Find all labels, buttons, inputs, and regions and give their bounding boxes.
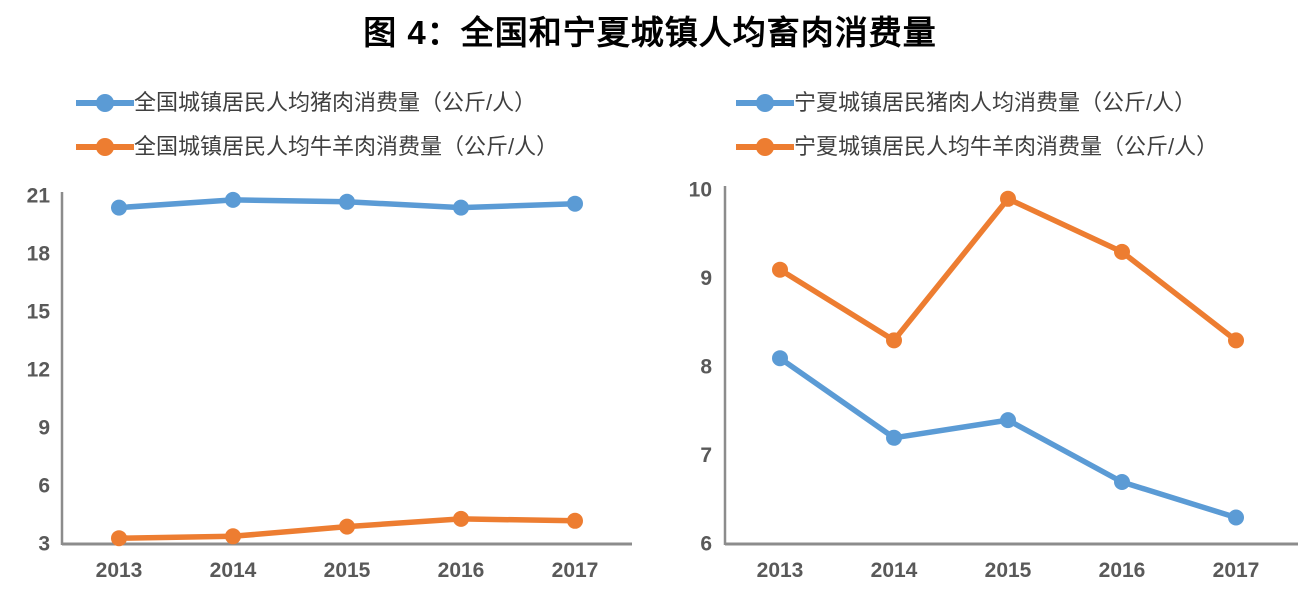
y-tick-label: 8: [700, 356, 712, 379]
data-point: [1000, 190, 1016, 207]
y-tick-label: 7: [700, 444, 712, 467]
series-line: [778, 196, 1238, 344]
data-point: [111, 530, 127, 547]
x-tick-label: 2015: [985, 559, 1032, 582]
data-point: [772, 261, 788, 278]
legend-label-national-beef-mutton: 全国城镇居民人均牛羊肉消费量（公斤/人）: [134, 134, 559, 159]
legend-item-national-beef-mutton: 全国城镇居民人均牛羊肉消费量（公斤/人）: [76, 132, 558, 162]
data-point: [453, 510, 469, 527]
data-point: [1228, 509, 1244, 526]
national-chart-panel: 3 6 9 12 15 18 21 2013 2014 2015 2016 2017 全国城镇居民人均…: [0, 70, 650, 598]
legend-item-ningxia-beef-mutton: 宁夏城镇居民人均牛羊肉消费量（公斤/人）: [736, 132, 1218, 162]
legend-label-ningxia-beef-mutton: 宁夏城镇居民人均牛羊肉消费量（公斤/人）: [794, 134, 1219, 159]
data-point: [111, 199, 127, 216]
x-tick-label: 2014: [871, 559, 918, 582]
y-tick-label: 6: [38, 475, 50, 498]
x-tick-label: 2015: [324, 559, 371, 582]
y-tick-label: 10: [689, 179, 712, 202]
data-point: [1000, 412, 1016, 429]
line-marker-icon: [76, 138, 134, 156]
y-tick-label: 9: [700, 267, 712, 290]
legend-label-national-pork: 全国城镇居民人均猪肉消费量（公斤/人）: [134, 90, 537, 115]
legend-item-ningxia-pork: 宁夏城镇居民猪肉人均消费量（公斤/人）: [736, 88, 1218, 118]
y-tick-label: 18: [27, 243, 51, 266]
ningxia-chart-legend: 宁夏城镇居民猪肉人均消费量（公斤/人） 宁夏城镇居民人均牛羊肉消费量（公斤/人）: [736, 88, 1218, 162]
x-tick-label: 2016: [1099, 559, 1146, 582]
x-tick-label: 2014: [210, 559, 257, 582]
y-tick-label: 3: [38, 533, 50, 556]
x-tick-label: 2017: [552, 559, 599, 582]
y-tick-label: 12: [27, 359, 50, 382]
data-point: [1114, 243, 1130, 260]
x-tick-label: 2016: [438, 559, 485, 582]
national-chart-legend: 全国城镇居民人均猪肉消费量（公斤/人） 全国城镇居民人均牛羊肉消费量（公斤/人）: [76, 88, 558, 162]
x-tick-label: 2017: [1213, 559, 1260, 582]
data-point: [772, 350, 788, 367]
y-tick-label: 6: [700, 533, 712, 556]
y-tick-label: 9: [38, 417, 50, 440]
x-tick-label: 2013: [757, 559, 804, 582]
data-point: [567, 512, 583, 529]
data-point: [225, 191, 241, 208]
line-marker-icon: [736, 94, 794, 112]
data-point: [886, 332, 902, 349]
national-chart-plot: 3 6 9 12 15 18 21 2013 2014 2015 2016 2017: [27, 185, 632, 582]
data-point: [339, 193, 355, 210]
series-line: [778, 355, 1237, 521]
legend-label-ningxia-pork: 宁夏城镇居民猪肉人均消费量（公斤/人）: [794, 90, 1197, 115]
data-point: [886, 429, 902, 446]
y-tick-label: 21: [27, 185, 51, 208]
data-point: [225, 528, 241, 545]
line-marker-icon: [76, 94, 134, 112]
x-tick-label: 2013: [96, 559, 143, 582]
ningxia-chart-plot: 6 7 8 9 10 2013 2014 2015 2016 2017: [689, 179, 1298, 582]
data-point: [567, 195, 583, 212]
data-point: [1114, 474, 1130, 490]
data-point: [453, 199, 469, 216]
legend-item-national-pork: 全国城镇居民人均猪肉消费量（公斤/人）: [76, 88, 558, 118]
ningxia-chart-panel: 6 7 8 9 10 2013 2014 2015 2016 2017 宁夏城镇居民猪肉人均消费量…: [650, 70, 1300, 598]
data-point: [339, 518, 355, 535]
y-tick-label: 15: [27, 301, 51, 324]
line-marker-icon: [736, 138, 794, 156]
data-point: [1228, 332, 1244, 349]
figure-title: 图 4：全国和宁夏城镇人均畜肉消费量: [363, 14, 937, 51]
